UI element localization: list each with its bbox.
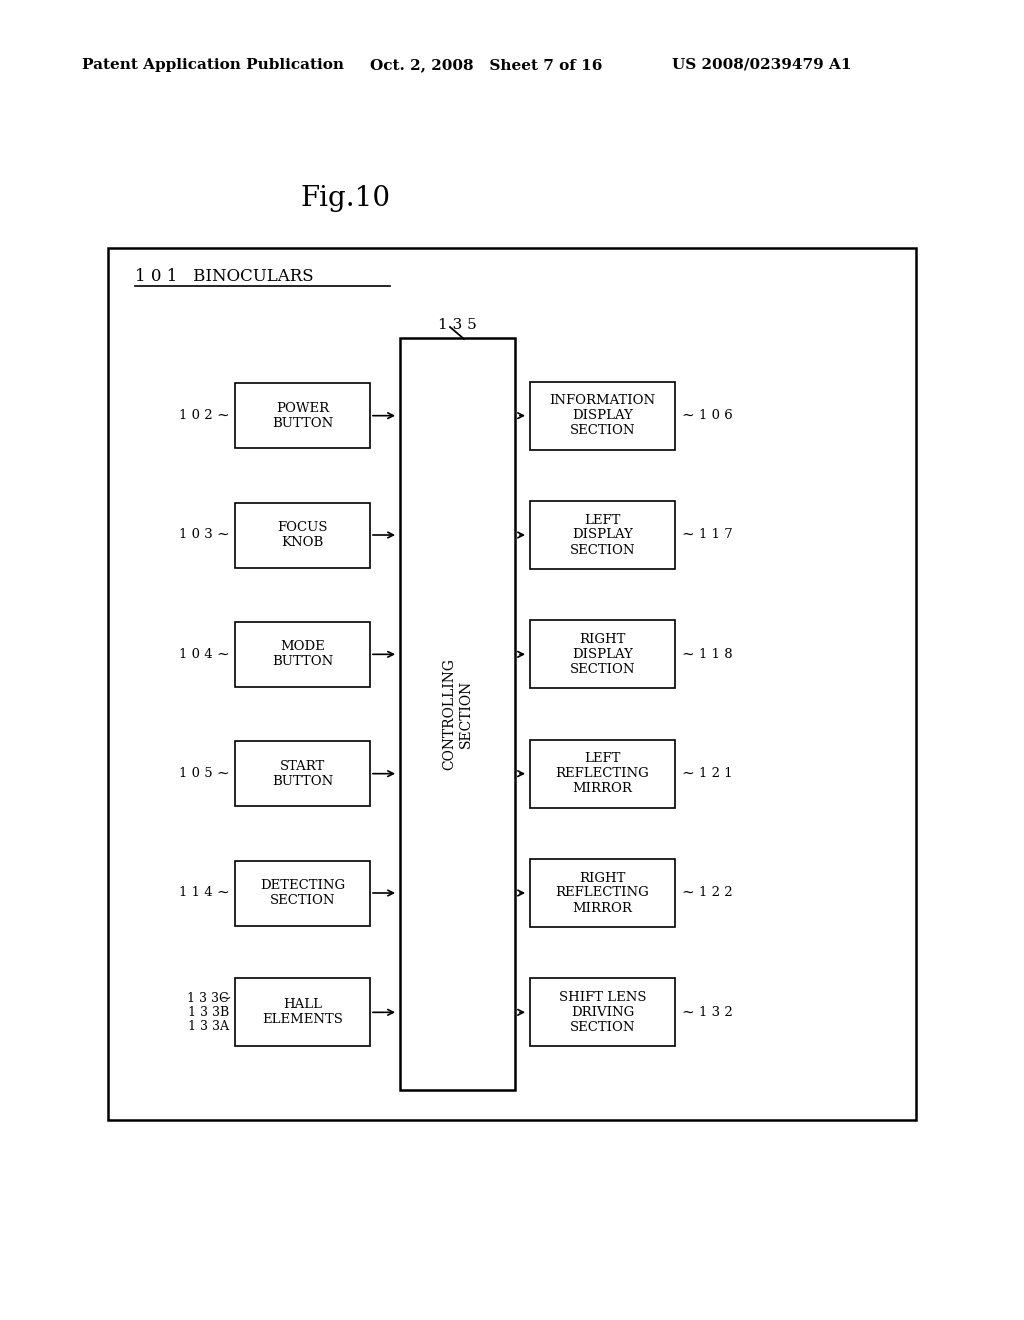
Bar [400, 338, 515, 1090]
Bar [530, 620, 675, 688]
Text: Patent Application Publication: Patent Application Publication [82, 58, 344, 73]
Text: 1 3 2: 1 3 2 [699, 1006, 733, 1019]
Bar [530, 739, 675, 808]
Text: 1 3 3C: 1 3 3C [187, 991, 229, 1005]
Text: CONTROLLING
SECTION: CONTROLLING SECTION [442, 657, 473, 770]
Bar [234, 741, 370, 807]
Text: ∼: ∼ [681, 647, 693, 661]
Text: SHIFT LENS
DRIVING
SECTION: SHIFT LENS DRIVING SECTION [559, 991, 646, 1034]
Text: 1 3 5: 1 3 5 [437, 318, 476, 333]
Text: 1 0 3: 1 0 3 [179, 528, 213, 541]
Text: ∼: ∼ [681, 1006, 693, 1019]
Bar [530, 978, 675, 1047]
Text: ∼: ∼ [219, 991, 231, 1006]
Text: 1 0 1   BINOCULARS: 1 0 1 BINOCULARS [135, 268, 313, 285]
Text: ∼: ∼ [681, 528, 693, 543]
Bar [530, 381, 675, 450]
Text: Oct. 2, 2008   Sheet 7 of 16: Oct. 2, 2008 Sheet 7 of 16 [370, 58, 602, 73]
Text: ∼: ∼ [681, 767, 693, 780]
Text: ∼: ∼ [216, 767, 229, 780]
Text: 1 3 3B: 1 3 3B [187, 1006, 229, 1019]
Text: DETECTING
SECTION: DETECTING SECTION [260, 879, 345, 907]
Bar [234, 503, 370, 568]
Text: INFORMATION
DISPLAY
SECTION: INFORMATION DISPLAY SECTION [550, 395, 655, 437]
Text: 1 0 5: 1 0 5 [179, 767, 213, 780]
Text: START
BUTTON: START BUTTON [272, 760, 333, 788]
Bar [234, 861, 370, 925]
Text: LEFT
REFLECTING
MIRROR: LEFT REFLECTING MIRROR [556, 752, 649, 795]
Text: RIGHT
REFLECTING
MIRROR: RIGHT REFLECTING MIRROR [556, 871, 649, 915]
Text: RIGHT
DISPLAY
SECTION: RIGHT DISPLAY SECTION [569, 632, 635, 676]
Bar [234, 978, 370, 1047]
Text: FOCUS
KNOB: FOCUS KNOB [278, 521, 328, 549]
Text: 1 0 4: 1 0 4 [179, 648, 213, 661]
Text: Fig.10: Fig.10 [300, 185, 390, 213]
Text: 1 1 8: 1 1 8 [699, 648, 732, 661]
Text: ∼: ∼ [216, 886, 229, 900]
Text: POWER
BUTTON: POWER BUTTON [272, 401, 333, 430]
Text: HALL
ELEMENTS: HALL ELEMENTS [262, 998, 343, 1027]
Text: 1 1 7: 1 1 7 [699, 528, 733, 541]
Text: 1 2 1: 1 2 1 [699, 767, 732, 780]
Bar [234, 622, 370, 686]
Text: ∼: ∼ [216, 528, 229, 543]
Bar [234, 383, 370, 449]
Text: 1 1 4: 1 1 4 [179, 887, 213, 899]
Bar [530, 502, 675, 569]
Text: ∼: ∼ [681, 409, 693, 422]
Text: 1 2 2: 1 2 2 [699, 887, 732, 899]
Text: 1 0 2: 1 0 2 [179, 409, 213, 422]
Text: US 2008/0239479 A1: US 2008/0239479 A1 [672, 58, 852, 73]
Text: ∼: ∼ [681, 886, 693, 900]
Bar [530, 859, 675, 927]
Text: LEFT
DISPLAY
SECTION: LEFT DISPLAY SECTION [569, 513, 635, 557]
Text: ∼: ∼ [216, 409, 229, 422]
Bar [108, 248, 916, 1119]
Text: 1 3 3A: 1 3 3A [188, 1020, 229, 1032]
Text: 1 0 6: 1 0 6 [699, 409, 733, 422]
Text: MODE
BUTTON: MODE BUTTON [272, 640, 333, 668]
Text: ∼: ∼ [216, 647, 229, 661]
